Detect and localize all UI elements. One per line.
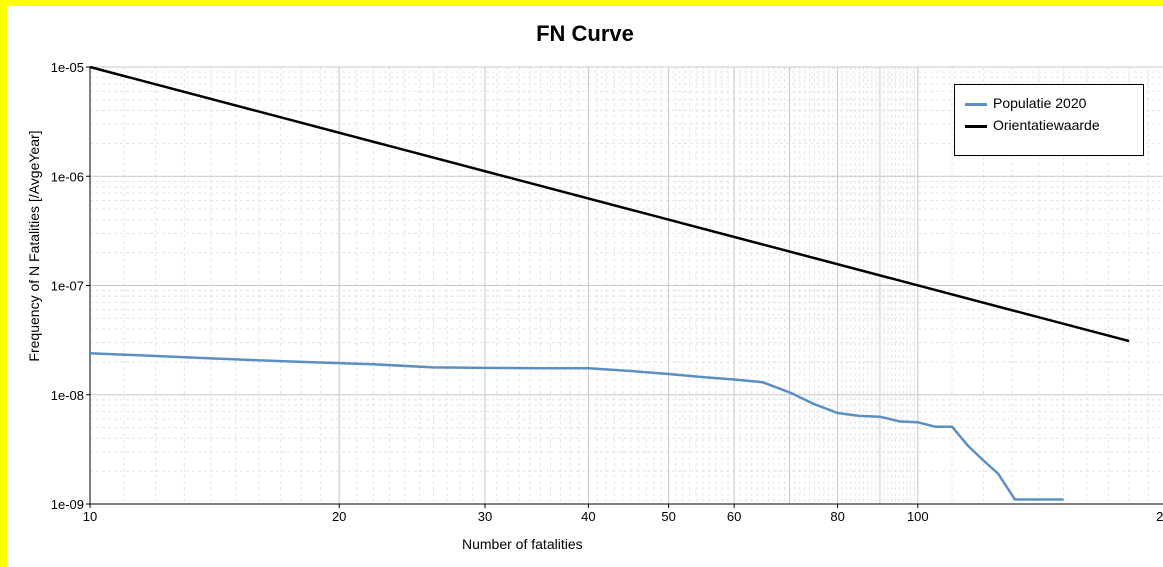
y-tick-label: 1e-06	[51, 169, 84, 184]
series-line-2	[89, 65, 1130, 343]
x-tick-label: 80	[830, 509, 844, 524]
x-tick-label: 60	[727, 509, 741, 524]
chart-title: FN Curve	[536, 21, 634, 46]
legend: Populatie 2020 Orientatiewaarde	[954, 84, 1144, 156]
legend-swatch-series-2	[965, 124, 987, 128]
legend-item-series-2: Orientatiewaarde	[965, 117, 1100, 135]
y-tick-label: 1e-07	[51, 279, 84, 294]
x-tick-label: 50	[661, 509, 675, 524]
plot-area: 10 20 30 40 50 60 80 100 200 1e-09 1e-08 1e-07 1e-06…	[51, 60, 1163, 524]
y-tick-label: 1e-05	[51, 60, 84, 75]
x-tick-label: 10	[83, 509, 97, 524]
chart-frame: FN Curve Frequency of N Fatalities [/Avg…	[7, 6, 1163, 567]
x-tick-label: 100	[907, 509, 929, 524]
legend-swatch-series-1	[965, 102, 987, 106]
x-tick-label: 30	[478, 509, 492, 524]
x-axis-label: Number of fatalities	[462, 536, 583, 552]
x-tick-label: 20	[332, 509, 346, 524]
series-line-1	[89, 351, 1064, 501]
legend-item-series-1: Populatie 2020	[965, 95, 1086, 113]
y-tick-label: 1e-09	[51, 497, 84, 512]
legend-label-series-2: Orientatiewaarde	[993, 117, 1100, 133]
legend-label-series-1: Populatie 2020	[993, 95, 1087, 111]
x-tick-label: 40	[581, 509, 595, 524]
y-tick-label: 1e-08	[51, 388, 84, 403]
x-tick-label: 200	[1156, 509, 1163, 524]
